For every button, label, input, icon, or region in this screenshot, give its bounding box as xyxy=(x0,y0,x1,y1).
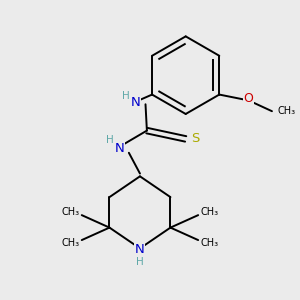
Text: CH₃: CH₃ xyxy=(61,207,80,218)
Text: CH₃: CH₃ xyxy=(278,106,296,116)
Text: H: H xyxy=(136,257,144,267)
Text: S: S xyxy=(191,132,200,146)
Text: N: N xyxy=(114,142,124,155)
Text: CH₃: CH₃ xyxy=(200,207,218,218)
Text: H: H xyxy=(106,135,113,145)
Text: H: H xyxy=(122,91,130,101)
Text: CH₃: CH₃ xyxy=(200,238,218,248)
Text: N: N xyxy=(135,243,145,256)
Text: N: N xyxy=(131,96,141,110)
Text: CH₃: CH₃ xyxy=(61,238,80,248)
Text: O: O xyxy=(244,92,253,105)
